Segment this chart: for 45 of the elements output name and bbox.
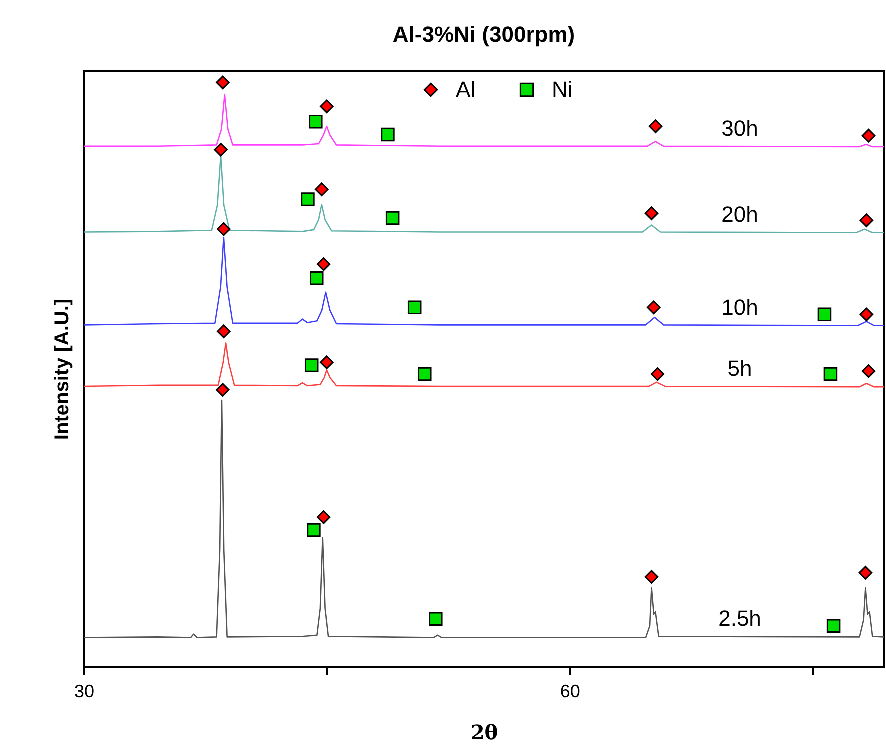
series-label: 30h — [722, 116, 758, 141]
point — [216, 76, 230, 90]
point — [307, 523, 321, 538]
point — [214, 143, 228, 157]
legend-label: Al — [456, 77, 476, 102]
point — [824, 367, 838, 382]
x-axis-title: 2θ — [470, 720, 498, 744]
y-axis-title: Intensity [A.U.] — [52, 298, 74, 440]
point — [320, 356, 334, 370]
point — [316, 510, 331, 524]
point — [818, 308, 832, 322]
series-label: 20h — [722, 202, 758, 227]
point — [860, 214, 874, 228]
point — [309, 114, 323, 129]
point — [216, 383, 230, 397]
series-label: 2.5h — [718, 606, 762, 632]
point — [217, 324, 231, 338]
point — [304, 358, 319, 372]
legend-label: Ni — [552, 77, 573, 102]
point — [418, 367, 432, 382]
point — [386, 211, 400, 226]
x-tick-label: 60 — [560, 682, 580, 702]
point — [320, 100, 334, 114]
chart-title: Al-3%Ni (300rpm) — [392, 22, 576, 47]
point — [408, 300, 422, 315]
point — [862, 364, 876, 378]
point — [858, 566, 873, 580]
point — [644, 570, 659, 584]
point — [647, 300, 661, 315]
point — [860, 308, 874, 322]
x-tick-label: 30 — [74, 682, 95, 702]
series-label: 5h — [728, 356, 752, 382]
point — [644, 206, 659, 220]
point — [301, 192, 315, 206]
point — [315, 182, 329, 196]
point — [217, 222, 231, 236]
point — [862, 128, 876, 143]
point — [316, 258, 331, 272]
point — [826, 619, 841, 633]
point — [381, 128, 395, 142]
series-label: 10h — [722, 294, 758, 320]
point — [648, 120, 663, 134]
point — [310, 272, 324, 286]
point — [650, 367, 665, 382]
point — [429, 612, 443, 626]
